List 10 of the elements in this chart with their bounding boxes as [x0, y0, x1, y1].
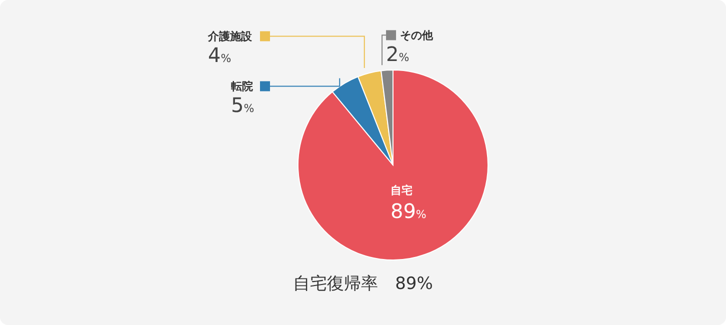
- slice-label: その他: [400, 29, 434, 42]
- text: 自宅復帰率 89%: [292, 273, 434, 295]
- legend-label: 転院: [230, 80, 253, 94]
- data-label: 89%: [390, 199, 426, 224]
- pie-slice: [298, 70, 488, 260]
- slice-label: 自宅: [390, 184, 412, 198]
- data-label: 5%: [231, 93, 254, 118]
- data-label: 4%: [208, 43, 232, 68]
- legend-label: 介護施設: [207, 30, 253, 44]
- data-label: 2%: [386, 42, 410, 66]
